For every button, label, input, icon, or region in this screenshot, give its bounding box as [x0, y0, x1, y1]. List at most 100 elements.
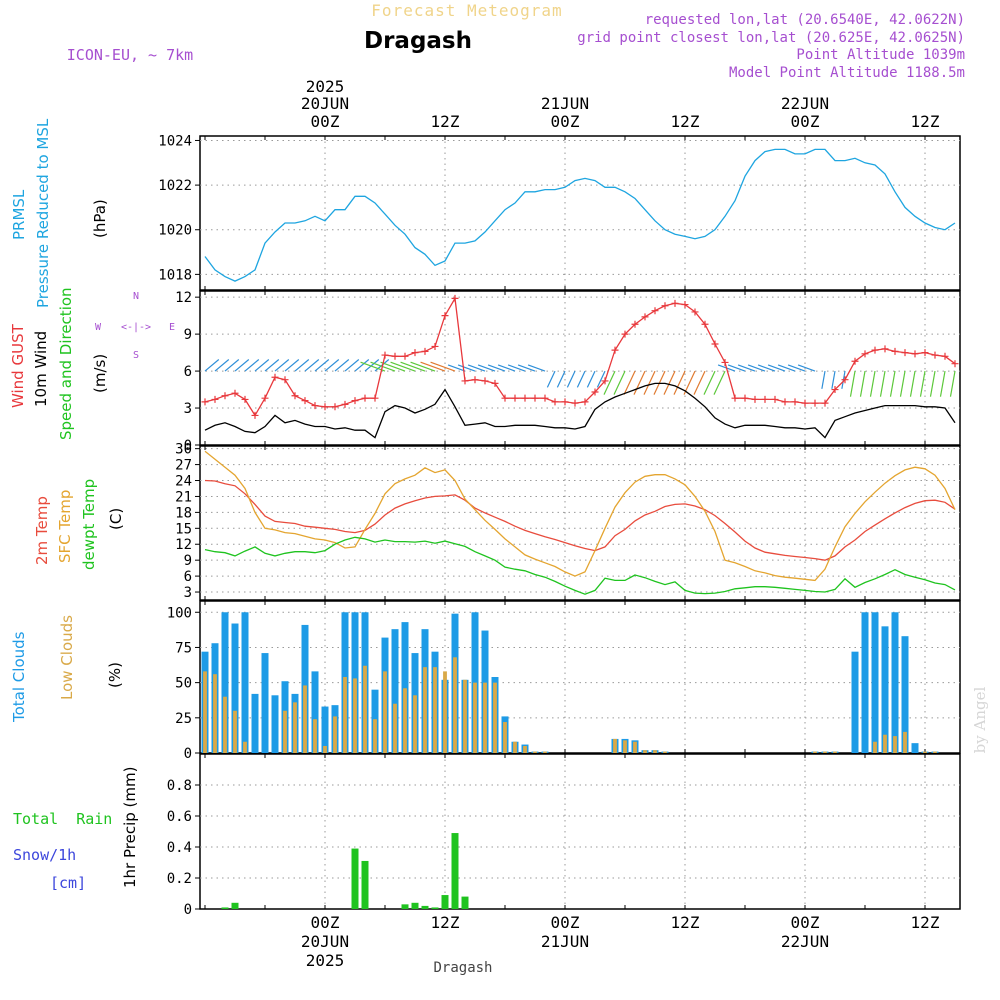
wind-arrow [566, 370, 576, 388]
wind-arrow [737, 364, 756, 372]
ms-unit-label: (m/s) [91, 354, 109, 393]
gust-marker [721, 358, 729, 366]
bar-total-rain [401, 904, 409, 909]
watermark: by Angel [971, 686, 989, 753]
wind-arrow [334, 359, 350, 372]
top-time-label: 12Z [431, 112, 460, 131]
wind-arrows [204, 359, 956, 397]
gust-marker [731, 394, 739, 402]
gust-marker [271, 373, 279, 381]
gust-marker [231, 389, 239, 397]
wind-arrow [304, 359, 320, 372]
top-date-label: 22JUN [781, 94, 829, 113]
bar-total-rain [361, 860, 369, 909]
wind-arrow [380, 361, 406, 372]
gust-marker [221, 392, 229, 400]
bar-total-rain [421, 905, 429, 909]
gust-marker [821, 399, 829, 407]
y-tick-label: 15 [175, 521, 192, 537]
gust-marker [301, 397, 309, 405]
bar-total-clouds [891, 612, 899, 753]
gust-marker [401, 352, 409, 360]
wind-arrow [613, 370, 626, 395]
bar-low-clouds [923, 751, 927, 753]
wind-arrow [909, 370, 916, 397]
wind-arrow [430, 361, 456, 372]
gust-marker [631, 320, 639, 328]
gust-marker [491, 379, 499, 387]
bar-low-clouds [443, 671, 447, 753]
wind-arrow [757, 364, 776, 372]
y-tick-label: 24 [175, 474, 192, 490]
wind-arrow [586, 370, 596, 388]
bar-total-clouds [881, 626, 889, 753]
bar-low-clouds [353, 678, 357, 753]
y-tick-label: 0 [184, 746, 192, 762]
bar-low-clouds [643, 750, 647, 753]
wind-arrow [899, 370, 906, 397]
bar-low-clouds [223, 696, 227, 753]
wind-arrow [344, 359, 360, 372]
y-tick-label: 12 [175, 290, 192, 306]
wind-arrow [364, 359, 380, 372]
gust-marker [741, 394, 749, 402]
compass-east: E [169, 322, 175, 333]
bar-low-clouds [813, 751, 817, 753]
pressure-msl-label: Pressure Reduced to MSL [34, 118, 52, 308]
wind-arrow [477, 364, 496, 372]
y-tick-label: 0.4 [167, 840, 192, 856]
gust-marker [911, 350, 919, 358]
bottom-date-label: 21JUN [541, 932, 589, 951]
bar-total-rain [441, 895, 449, 909]
speed-direction-label: Speed and Direction [57, 287, 75, 440]
gust-marker [951, 360, 959, 368]
gust-marker [791, 398, 799, 406]
bar-low-clouds [933, 751, 937, 753]
wind-arrow [244, 359, 260, 372]
series-line-prmsl [204, 148, 956, 282]
bar-total-rain [231, 902, 239, 909]
gust-marker [701, 320, 709, 328]
gust-marker [881, 345, 889, 353]
compass-north: N [133, 291, 139, 302]
wind-arrow [374, 359, 390, 372]
bar-low-clouds [413, 695, 417, 753]
gust-marker [531, 394, 539, 402]
wind-arrow [576, 370, 586, 388]
bar-low-clouds [233, 710, 237, 753]
wind-arrow [859, 370, 866, 397]
wind-arrow [467, 364, 486, 372]
precip-unit-label: 1hr Precip (mm) [121, 767, 139, 888]
gust-marker [521, 394, 529, 402]
wind-gust-label: Wind GUST [9, 323, 27, 408]
y-tick-label: 75 [175, 640, 192, 656]
gust-marker [591, 388, 599, 396]
wind-arrow [939, 370, 946, 397]
wind-arrow [546, 370, 556, 388]
point-altitude: Point Altitude 1039m [796, 47, 965, 63]
bar-low-clouds [833, 751, 837, 753]
gust-marker [611, 346, 619, 354]
wind-arrow [264, 359, 280, 372]
wind-arrow [949, 370, 956, 397]
10m-wind-label: 10m Wind [32, 331, 50, 407]
gust-marker [211, 395, 219, 403]
bar-low-clouds [463, 679, 467, 753]
bar-low-clouds [533, 751, 537, 753]
clouds-panel: 0 25 50 75 100 [167, 600, 961, 762]
gust-marker [281, 376, 289, 384]
overlay-title: Forecast Meteogram [371, 1, 562, 20]
gust-marker [751, 395, 759, 403]
bar-low-clouds [823, 751, 827, 753]
wind-arrow [821, 370, 826, 389]
model-altitude: Model Point Altitude 1188.5m [729, 65, 965, 81]
wind-arrow [849, 370, 856, 397]
gust-marker [291, 392, 299, 400]
wind-arrow [693, 370, 706, 395]
wind-arrow [747, 364, 766, 372]
panel-frame [199, 135, 961, 291]
wind-arrow [623, 370, 636, 395]
gust-marker [691, 308, 699, 316]
model-label: ICON-EU, ~ 7km [67, 46, 193, 64]
